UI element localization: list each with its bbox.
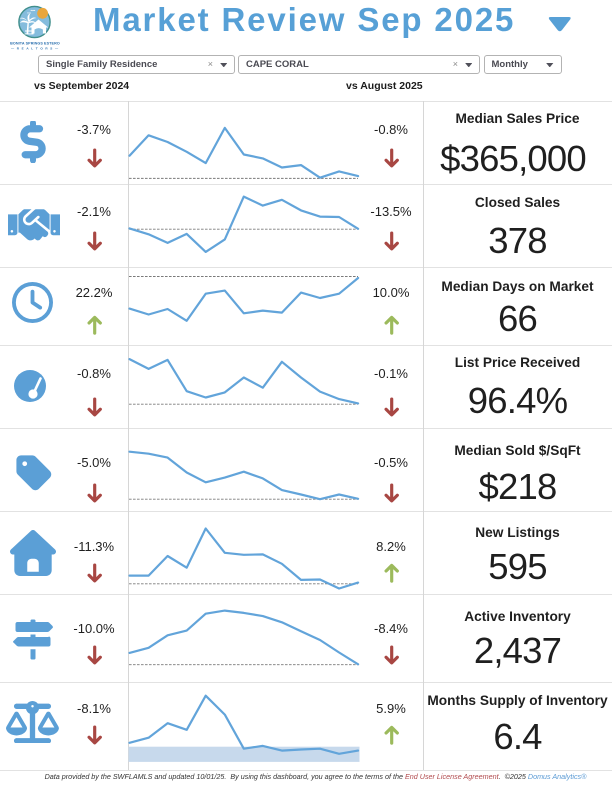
svg-text:BONITA SPRINGS ESTERO: BONITA SPRINGS ESTERO xyxy=(10,41,60,45)
svg-text:— R E A L T O R S —: — R E A L T O R S — xyxy=(11,46,59,50)
